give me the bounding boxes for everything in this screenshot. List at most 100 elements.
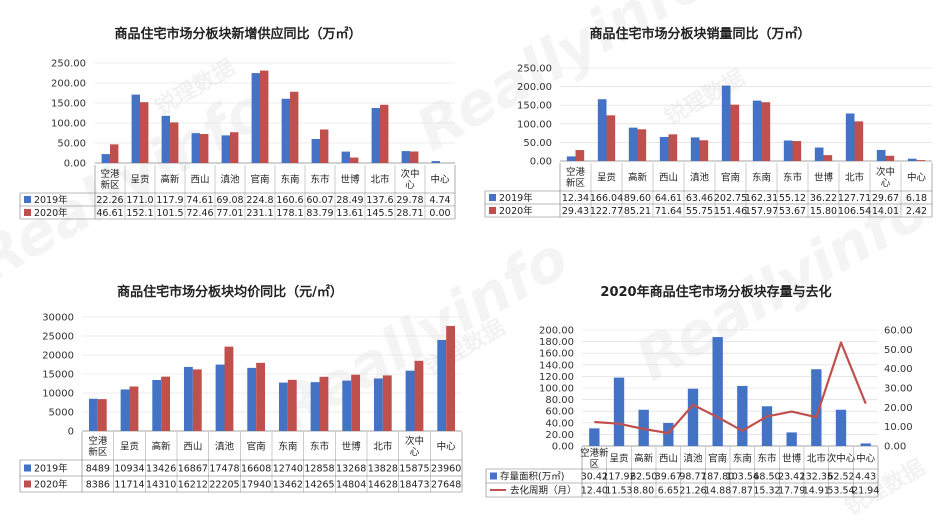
bar [761,102,771,161]
data-label: 64.61 [655,193,682,204]
bar [814,147,824,161]
y-tick-label: 150.00 [51,99,86,110]
bar [230,132,239,163]
y2-tick-label: 10.00 [884,422,913,433]
y-tick-label: 40.00 [545,418,574,429]
data-label: 63.46 [686,193,713,204]
data-label: 8386 [86,480,110,491]
y-tick-label: 200.00 [517,82,552,93]
category-label: 高新 [152,441,172,453]
y-tick-label: 200.00 [51,79,86,90]
data-label: 16608 [241,464,271,475]
y2-tick-label: 40.00 [884,364,913,375]
data-label: 13.61 [336,208,363,219]
data-label: 7.87 [732,486,753,497]
category-label: 官南 [250,174,269,186]
data-label: 12.40 [581,486,608,497]
category-label: 新区 [100,179,120,191]
bar [737,385,748,446]
legend-key [489,207,496,214]
data-label: 29.78 [396,195,423,206]
data-label: 132.35 [800,472,833,483]
bar [668,134,678,161]
data-label: 77.01 [216,208,243,219]
bar [637,129,647,161]
data-label: 171.0 [126,195,153,206]
bar [351,374,361,431]
bar [437,339,447,431]
category-label: 中心 [437,441,457,453]
category-label: 呈贡 [597,173,616,184]
data-label: 17940 [241,480,271,491]
bar [110,144,119,163]
y2-tick-label: 50.00 [884,345,913,356]
bar [183,366,193,431]
y-tick-label: 0.00 [64,159,86,170]
y-tick-label: 5000 [49,408,74,419]
bar [845,113,855,161]
data-label: 13828 [368,464,398,475]
bar [613,377,625,446]
legend-label: 去化周期（月） [510,485,577,497]
y-tick-label: 25000 [42,332,74,343]
bar [783,140,793,161]
data-label: 83.79 [306,208,333,219]
data-label: 12858 [304,464,334,475]
category-label: 滇池 [215,441,235,453]
bar [350,157,359,163]
data-label: 55.12 [779,193,806,204]
data-label: 101.5 [156,208,183,219]
legend-key [24,480,31,488]
bar [566,156,576,161]
y-tick-label: 20.00 [545,430,574,441]
category-label: 东南 [752,172,771,184]
data-label: 160.6 [276,195,303,206]
data-label: 62.52 [827,472,854,483]
data-label: 178.1 [276,208,303,219]
bar [876,149,886,161]
y2-tick-label: 0.00 [884,442,906,453]
data-label: 22205 [209,480,239,491]
bar [161,376,171,431]
y-tick-label: 180.00 [539,337,574,348]
data-label: 98.77 [679,472,706,483]
data-label: 60.07 [306,195,333,206]
bar [88,398,98,431]
bar [341,151,350,163]
data-label: 187.80 [701,472,734,483]
y-tick-label: 100.00 [51,119,86,130]
y-tick-label: 250.00 [517,64,552,75]
bar [319,376,329,431]
bar [260,70,269,163]
y-tick-label: 60.00 [545,407,574,418]
category-label: 世博 [814,172,834,184]
data-label: 14.01 [872,206,899,217]
data-label: 231.1 [246,208,273,219]
data-label: 68.50 [753,472,780,483]
bar [663,422,674,446]
data-label: 127.71 [838,193,871,204]
y-tick-label: 100.00 [539,384,574,395]
data-label: 166.04 [590,193,623,204]
chart-title: 2020年商品住宅市场分板块存量与去化 [600,284,831,300]
category-label: 空港新 [580,447,609,459]
bar [161,115,170,163]
bar [854,121,864,161]
bar [405,370,415,431]
y-tick-label: 150.00 [517,101,552,112]
bar [597,99,607,161]
y-tick-label: 80.00 [545,395,574,406]
category-label: 官南 [247,441,266,453]
bar [907,158,917,161]
chart-title: 商品住宅市场分板块新增供应同比（万㎡） [114,26,361,42]
data-label: 145.5 [366,208,393,219]
category-label: 滇池 [690,172,710,184]
data-label: 14310 [146,480,176,491]
legend-label: 2020年 [34,207,68,219]
y-tick-label: 200.00 [539,326,574,337]
category-label: 高新 [634,453,654,465]
bar [401,151,410,163]
category-label: 空港 [100,168,120,180]
bar [97,399,107,431]
data-label: 30.42 [581,472,608,483]
